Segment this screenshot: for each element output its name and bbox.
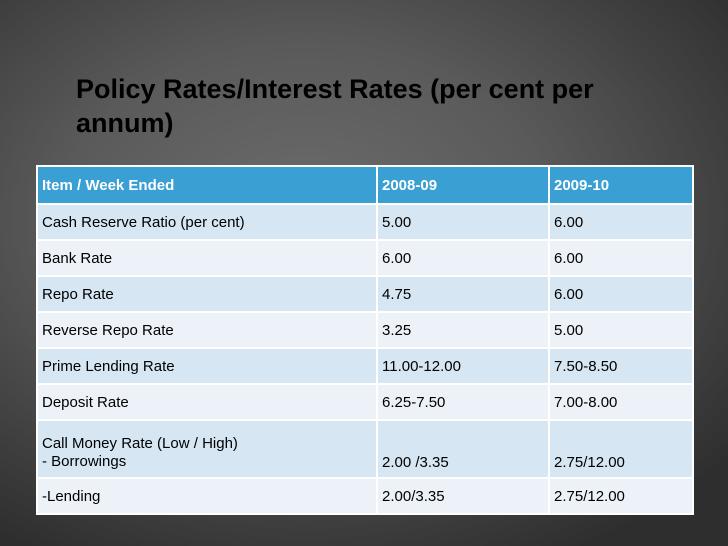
table-row: Deposit Rate 6.25-7.50 7.00-8.00 bbox=[36, 383, 694, 421]
table-row: Reverse Repo Rate 3.25 5.00 bbox=[36, 311, 694, 349]
row-item-label: -Lending bbox=[36, 477, 378, 515]
row-item-label: Bank Rate bbox=[36, 239, 378, 277]
table-row: Bank Rate 6.00 6.00 bbox=[36, 239, 694, 277]
value-2009-10: 7.00-8.00 bbox=[548, 383, 694, 421]
value-2008-09: 3.25 bbox=[376, 311, 550, 349]
table-row: Prime Lending Rate 11.00-12.00 7.50-8.50 bbox=[36, 347, 694, 385]
column-header-2008-09: 2008-09 bbox=[376, 165, 550, 205]
value-2008-09: 6.00 bbox=[376, 239, 550, 277]
value-2009-10: 2.75/12.00 bbox=[548, 419, 694, 479]
value-2008-09: 11.00-12.00 bbox=[376, 347, 550, 385]
row-item-label: Prime Lending Rate bbox=[36, 347, 378, 385]
value-2008-09: 2.00/3.35 bbox=[376, 477, 550, 515]
value-2009-10: 5.00 bbox=[548, 311, 694, 349]
call-money-label: Call Money Rate (Low / High) bbox=[42, 435, 238, 452]
row-item-label: Cash Reserve Ratio (per cent) bbox=[36, 203, 378, 241]
row-item-label: Repo Rate bbox=[36, 275, 378, 313]
row-item-label: Call Money Rate (Low / High) - Borrowing… bbox=[36, 419, 378, 479]
table-row: Repo Rate 4.75 6.00 bbox=[36, 275, 694, 313]
table-row: -Lending 2.00/3.35 2.75/12.00 bbox=[36, 477, 694, 515]
value-2009-10: 7.50-8.50 bbox=[548, 347, 694, 385]
policy-rates-table: Item / Week Ended 2008-09 2009-10 Cash R… bbox=[36, 165, 694, 515]
column-header-2009-10: 2009-10 bbox=[548, 165, 694, 205]
slide-title: Policy Rates/Interest Rates (per cent pe… bbox=[76, 74, 594, 138]
value-2008-09: 2.00 /3.35 bbox=[376, 419, 550, 479]
row-item-label: Deposit Rate bbox=[36, 383, 378, 421]
table-row: Cash Reserve Ratio (per cent) 5.00 6.00 bbox=[36, 203, 694, 241]
table-header-row: Item / Week Ended 2008-09 2009-10 bbox=[36, 165, 694, 205]
value-2009-10: 6.00 bbox=[548, 275, 694, 313]
table-row: Call Money Rate (Low / High) - Borrowing… bbox=[36, 419, 694, 479]
borrowings-label: - Borrowings bbox=[42, 453, 127, 470]
value-2008-09: 6.25-7.50 bbox=[376, 383, 550, 421]
value-2008-09: 4.75 bbox=[376, 275, 550, 313]
value-2009-10: 2.75/12.00 bbox=[548, 477, 694, 515]
row-item-label: Reverse Repo Rate bbox=[36, 311, 378, 349]
value-2009-10: 6.00 bbox=[548, 239, 694, 277]
value-2009-10: 6.00 bbox=[548, 203, 694, 241]
column-header-item: Item / Week Ended bbox=[36, 165, 378, 205]
value-2008-09: 5.00 bbox=[376, 203, 550, 241]
